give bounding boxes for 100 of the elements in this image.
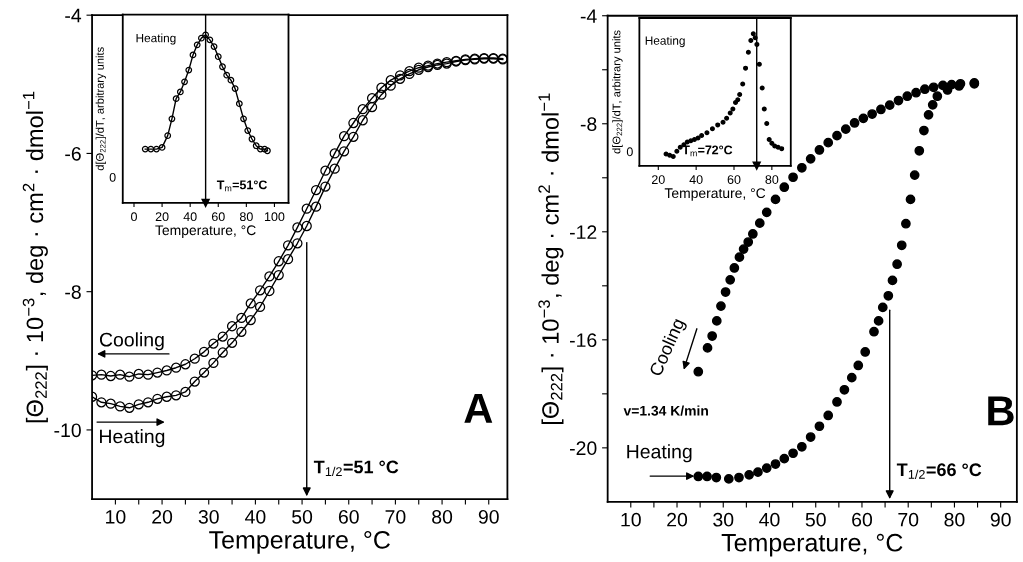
point <box>133 399 144 410</box>
point <box>723 474 734 484</box>
x-tick-label: 10 <box>106 509 126 524</box>
point <box>759 85 765 91</box>
point <box>693 471 704 482</box>
point <box>273 269 284 281</box>
point <box>693 366 704 377</box>
point <box>198 346 210 357</box>
point <box>720 119 726 125</box>
annotation: T$_{1/2}$=66 °C <box>896 463 982 479</box>
point <box>747 229 758 239</box>
point <box>181 78 188 86</box>
point <box>217 331 228 342</box>
point <box>901 218 911 229</box>
x-tick-label: 80 <box>944 512 965 527</box>
point <box>164 132 172 140</box>
x-tick-label: 100 <box>264 212 285 222</box>
point <box>832 397 842 407</box>
y-tick-label: -8 <box>580 117 597 131</box>
point <box>740 81 746 87</box>
y-axis-title: d[Θ$_{222}$]/dT, arbitrary units <box>612 30 623 154</box>
point <box>348 131 359 142</box>
point <box>214 53 222 61</box>
x-tick-label: 80 <box>239 212 253 222</box>
point <box>858 113 869 124</box>
x-tick-label: 90 <box>478 509 499 524</box>
point <box>329 148 340 159</box>
point <box>198 367 210 378</box>
x-tick-label: 20 <box>155 212 169 222</box>
point <box>905 194 916 205</box>
point <box>860 347 871 357</box>
y-tick-label: -4 <box>580 9 597 23</box>
x-tick-label: 20 <box>651 175 665 184</box>
point <box>893 95 904 106</box>
point <box>180 386 191 398</box>
point <box>667 152 673 158</box>
point <box>896 240 907 251</box>
point <box>198 34 205 42</box>
point <box>142 369 154 380</box>
x-tick-label: 60 <box>727 175 741 184</box>
point <box>172 95 180 103</box>
x-tick-label: 60 <box>211 212 225 222</box>
point <box>161 365 172 376</box>
point <box>805 154 816 164</box>
point <box>814 145 825 155</box>
point <box>133 368 144 380</box>
point <box>750 31 756 37</box>
point <box>884 100 895 110</box>
point <box>730 106 736 112</box>
point <box>911 87 921 98</box>
x-tick-label: 50 <box>805 512 826 527</box>
y-tick-label: -12 <box>570 225 597 239</box>
point <box>770 194 781 205</box>
point <box>96 397 107 408</box>
point <box>235 100 243 108</box>
point <box>264 271 275 282</box>
x-tick-label: 40 <box>245 509 266 524</box>
point <box>764 121 770 127</box>
point <box>902 91 913 102</box>
point <box>873 316 884 326</box>
y-tick-label: -20 <box>570 441 597 456</box>
point <box>840 124 851 135</box>
point <box>385 80 396 91</box>
point <box>796 441 807 452</box>
point <box>743 237 754 247</box>
point <box>738 244 749 254</box>
x-tick-label: 90 <box>990 512 1011 527</box>
x-axis-title: Temperature, °C <box>209 531 390 554</box>
x-tick-label: 60 <box>852 512 873 527</box>
point <box>96 369 107 380</box>
y-tick-label: -8 <box>65 285 81 299</box>
point <box>748 37 754 43</box>
point <box>210 43 218 50</box>
point <box>745 49 751 55</box>
point <box>711 316 722 326</box>
y-tick-label: -10 <box>54 423 81 438</box>
point <box>124 402 135 413</box>
point <box>329 163 340 174</box>
point <box>869 326 879 337</box>
point <box>927 99 938 110</box>
point <box>691 136 697 142</box>
x-tick-label: 20 <box>152 509 173 524</box>
x-tick-label: 30 <box>198 509 219 524</box>
point <box>814 421 825 432</box>
x-tick-label: 30 <box>713 512 734 527</box>
annotation: A <box>464 394 493 423</box>
point <box>273 256 284 267</box>
point <box>877 302 888 313</box>
point <box>189 376 200 387</box>
point <box>823 137 834 148</box>
point <box>226 321 238 332</box>
point <box>892 259 902 270</box>
point <box>176 88 184 96</box>
point <box>711 472 722 483</box>
point <box>170 390 182 401</box>
x-tick-label: 40 <box>759 512 780 527</box>
x-tick-label: 40 <box>689 175 703 184</box>
ref-line-label: T$_{m}$=51°C <box>216 180 268 192</box>
point <box>796 162 807 173</box>
point <box>254 301 266 313</box>
